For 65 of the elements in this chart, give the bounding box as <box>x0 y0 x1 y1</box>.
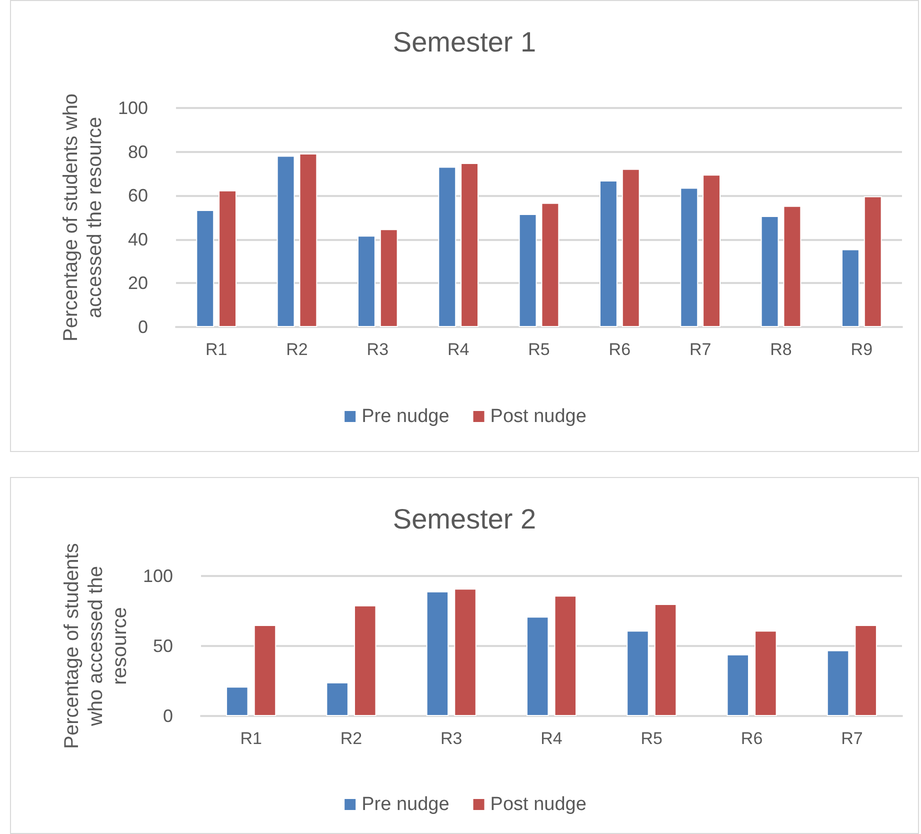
x-tick-label: R4 <box>447 340 470 359</box>
x-tick-label: R3 <box>366 340 389 359</box>
y-tick-label: 20 <box>128 273 148 294</box>
y-tick-label: 80 <box>128 142 148 162</box>
bar <box>358 236 376 327</box>
bar <box>842 249 860 327</box>
bar <box>460 162 478 327</box>
x-tick-label: R1 <box>205 340 228 359</box>
bar <box>783 206 802 327</box>
bar <box>554 596 577 716</box>
legend-label: Post nudge <box>490 406 586 427</box>
y-tick-label: 100 <box>118 98 148 118</box>
x-tick-label: R5 <box>640 729 663 748</box>
bar <box>622 168 640 327</box>
bar <box>276 156 295 327</box>
y-tick-label: 60 <box>128 186 148 206</box>
chart-title: Semester 2 <box>392 504 536 534</box>
bar <box>760 216 779 327</box>
bar <box>541 202 560 327</box>
y-axis-title: Percentage of students who accessed the resource <box>61 543 132 749</box>
y-tick-label: 100 <box>142 566 173 586</box>
bar <box>454 588 476 716</box>
x-tick-label: R4 <box>540 729 562 748</box>
bar <box>254 625 276 716</box>
x-tick-label: R3 <box>440 729 462 748</box>
x-tick-label: R9 <box>850 340 873 359</box>
bar <box>426 591 449 716</box>
bar <box>326 682 348 716</box>
x-tick-label: R2 <box>340 729 362 748</box>
bar <box>518 214 537 327</box>
bar <box>380 229 398 327</box>
bar <box>196 210 214 327</box>
x-tick-label: R6 <box>608 340 631 359</box>
x-tick-label: R8 <box>770 340 792 359</box>
x-tick-label: R1 <box>240 729 262 748</box>
bar <box>354 605 376 716</box>
x-tick-label: R7 <box>689 340 712 359</box>
bar <box>626 630 649 716</box>
bar <box>654 604 677 716</box>
bar <box>754 630 777 716</box>
y-tick-label: 0 <box>138 317 148 337</box>
y-tick-label: 0 <box>162 706 173 726</box>
x-tick-label: R2 <box>286 340 308 359</box>
x-tick-label: R7 <box>841 729 863 748</box>
bar <box>226 686 248 716</box>
bar <box>680 188 698 327</box>
bar <box>526 616 549 716</box>
x-tick-label: R5 <box>528 340 550 359</box>
bar <box>864 196 882 327</box>
bar <box>726 654 750 716</box>
bar <box>826 650 850 716</box>
legend-label: Pre nudge <box>362 406 450 427</box>
bar <box>438 166 456 327</box>
legend-label: Post nudge <box>490 794 586 815</box>
bar <box>854 625 877 716</box>
legend-label: Pre nudge <box>362 794 450 815</box>
bar <box>218 190 236 327</box>
chart-title: Semester 1 <box>392 26 536 58</box>
y-tick-label: 40 <box>128 229 148 250</box>
bar <box>702 174 720 327</box>
bar <box>600 180 618 327</box>
y-tick-label: 50 <box>152 636 173 656</box>
bar <box>299 154 318 327</box>
x-tick-label: R6 <box>740 729 763 748</box>
y-axis-title: Percentage of students who accessed the resource <box>60 94 106 342</box>
